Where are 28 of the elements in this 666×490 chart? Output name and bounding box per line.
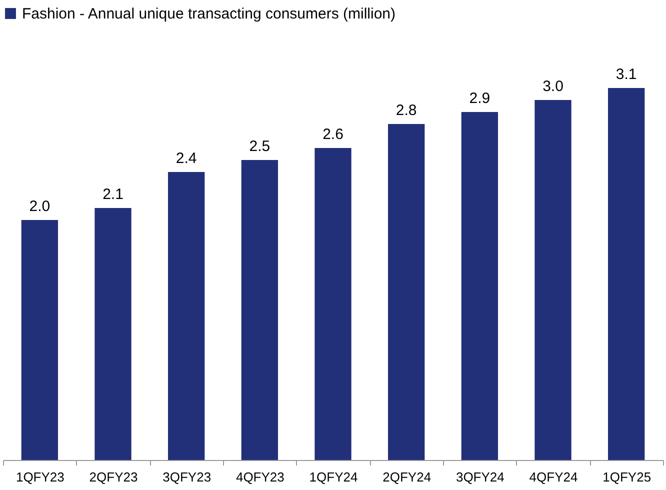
data-label: 2.6 [322,126,344,143]
data-label: 2.4 [176,150,197,167]
x-tick-label: 4QFY24 [529,470,578,484]
data-label: 3.1 [616,66,637,83]
data-label: 2.0 [29,198,50,215]
bar [608,88,645,460]
data-label: 2.5 [249,138,270,155]
data-label: 2.1 [102,186,124,203]
x-tick-label: 1QFY25 [602,470,652,484]
data-label: 2.9 [469,90,490,107]
bar [461,112,498,460]
bar [241,160,278,460]
x-tick-label: 1QFY23 [16,470,64,484]
x-tick-label: 2QFY23 [89,470,138,484]
bar [388,124,425,460]
bar [534,100,572,460]
bar [94,208,132,460]
x-tick-label: 2QFY24 [382,470,432,484]
bar [21,220,58,460]
bar [314,148,352,460]
bar [168,172,205,460]
x-tick-label: 4QFY23 [236,470,284,484]
x-tick-label: 1QFY24 [309,470,358,484]
data-label: 3.0 [542,78,564,95]
data-label: 2.8 [396,102,417,119]
x-tick-label: 3QFY23 [162,470,212,484]
x-tick-label: 3QFY24 [456,470,504,484]
legend-label: Fashion - Annual unique transacting consumers (million) [22,6,396,22]
